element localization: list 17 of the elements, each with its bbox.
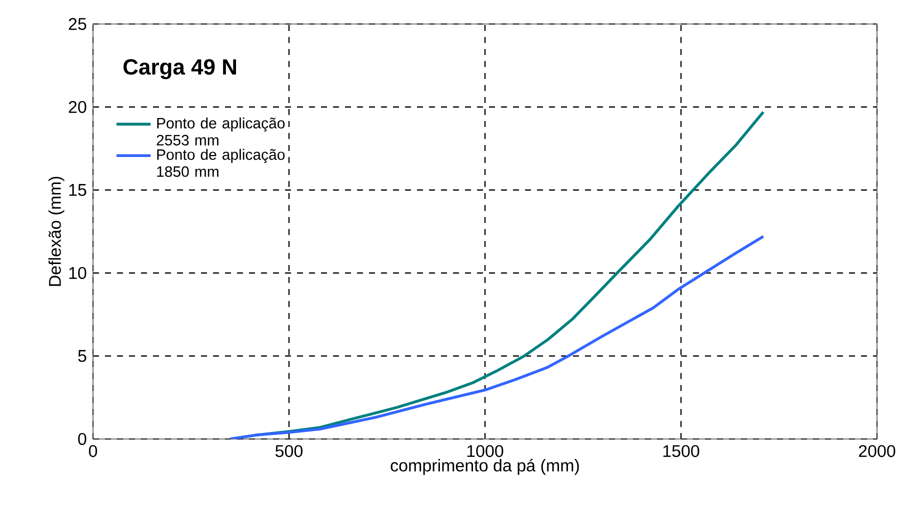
y-axis-title: Deflexão (mm) <box>48 176 64 286</box>
legend-label: Ponto de aplicação 2553 mm <box>156 117 285 146</box>
y-tick-label: 0 <box>78 432 86 445</box>
x-tick-label: 2000 <box>858 445 896 458</box>
x-tick-label: 1500 <box>663 445 700 458</box>
y-tick-label: 5 <box>78 350 86 362</box>
y-tick-label: 15 <box>69 184 86 196</box>
annotation: Carga 49 N <box>123 59 236 80</box>
line-series <box>228 235 765 439</box>
y-tick-label: 10 <box>69 266 86 279</box>
y-tick-label: 20 <box>68 100 86 113</box>
y-tick-label: 25 <box>68 18 86 30</box>
legend-label: Ponto de aplicação 1850 mm <box>157 148 285 177</box>
x-tick-label: 500 <box>276 445 303 458</box>
x-tick-label: 1000 <box>467 445 504 458</box>
x-tick-label: 0 <box>88 445 98 458</box>
x-axis-title: comprimento da pá (mm) <box>390 458 579 475</box>
